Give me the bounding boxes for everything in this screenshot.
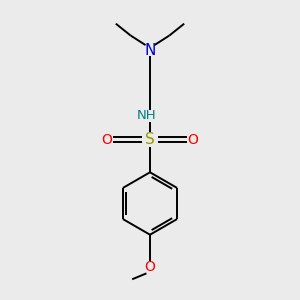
Text: O: O	[101, 133, 112, 147]
Text: O: O	[145, 260, 155, 274]
Text: S: S	[145, 132, 155, 147]
Text: N: N	[144, 43, 156, 58]
Text: NH: NH	[137, 109, 157, 122]
Text: O: O	[188, 133, 199, 147]
